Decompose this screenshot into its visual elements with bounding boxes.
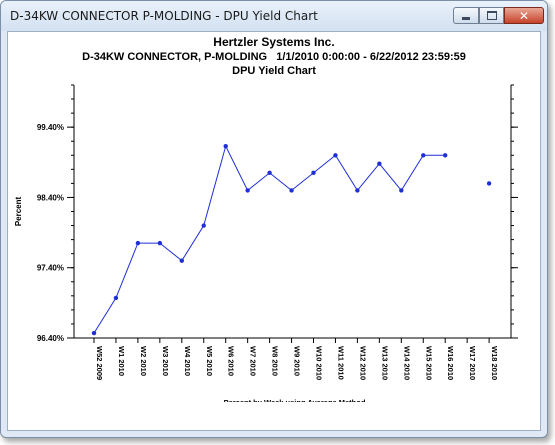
- x-tick-label: W52 2009: [95, 346, 104, 380]
- x-tick-label: W16 2010: [446, 346, 455, 380]
- y-axis-label: Percent: [14, 196, 23, 226]
- x-tick-label: W2 2010: [139, 346, 148, 376]
- chart-subtitle: D-34KW CONNECTOR, P-MOLDING 1/1/2010 0:0…: [82, 51, 466, 63]
- x-tick-label: W7 2010: [249, 346, 258, 376]
- yield-chart: 99.40% 98.40% 97.40% 96.40% Percent W52 2009 W…: [14, 84, 518, 402]
- minimize-icon: [462, 16, 470, 20]
- x-tick-label: W9 2010: [293, 346, 302, 376]
- x-axis-label: Percent by Week using Average Method: [224, 398, 366, 402]
- x-tick-label: W13 2010: [380, 346, 389, 380]
- x-tick-label: W17 2010: [468, 346, 477, 380]
- minimize-button[interactable]: [453, 7, 479, 24]
- data-point: [201, 223, 206, 228]
- data-point: [486, 181, 492, 186]
- data-point: [267, 170, 272, 176]
- data-point: [399, 188, 404, 193]
- x-tick-label: W4 2010: [183, 346, 192, 376]
- data-point: [377, 161, 382, 166]
- x-tick-label: W10 2010: [315, 346, 324, 380]
- data-point: [421, 153, 426, 158]
- x-tick-label: W3 2010: [161, 346, 170, 376]
- window-title: D-34KW CONNECTOR P-MOLDING - DPU Yield C…: [10, 9, 318, 23]
- chart-area: Hertzler Systems Inc. D-34KW CONNECTOR, …: [7, 31, 541, 431]
- company-name: Hertzler Systems Inc.: [213, 35, 335, 49]
- x-tick-label: W15 2010: [424, 346, 433, 380]
- y-tick-label: 98.40%: [37, 193, 64, 202]
- x-tick-label: W18 2010: [490, 346, 499, 380]
- data-point: [289, 188, 294, 193]
- data-point: [91, 330, 97, 336]
- close-button[interactable]: ✕: [504, 7, 544, 24]
- x-tick-label: W8 2010: [271, 346, 280, 376]
- x-tick-label: W12 2010: [358, 346, 367, 380]
- data-point: [311, 170, 316, 176]
- x-tick-label: W5 2010: [205, 346, 214, 376]
- x-tick-label: W1 2010: [117, 346, 126, 376]
- data-point: [355, 188, 360, 193]
- y-tick-label: 99.40%: [37, 123, 64, 132]
- chart-title: DPU Yield Chart: [232, 65, 316, 77]
- y-tick-label: 96.40%: [37, 334, 64, 343]
- data-point: [179, 258, 184, 263]
- data-point: [135, 240, 141, 246]
- close-icon: ✕: [518, 8, 530, 23]
- data-point: [245, 188, 250, 193]
- data-point: [443, 153, 448, 158]
- data-point: [113, 295, 119, 301]
- maximize-button[interactable]: [479, 7, 504, 24]
- app-window: D-34KW CONNECTOR P-MOLDING - DPU Yield C…: [0, 0, 548, 438]
- maximize-icon: [486, 11, 497, 20]
- title-bar[interactable]: D-34KW CONNECTOR P-MOLDING - DPU Yield C…: [1, 1, 547, 31]
- data-point: [157, 240, 163, 246]
- y-tick-label: 97.40%: [37, 264, 64, 273]
- x-tick-label: W6 2010: [227, 346, 236, 376]
- x-tick-label: W11 2010: [336, 346, 345, 380]
- data-point: [223, 143, 228, 149]
- data-point: [333, 153, 338, 158]
- x-tick-label: W14 2010: [402, 346, 411, 380]
